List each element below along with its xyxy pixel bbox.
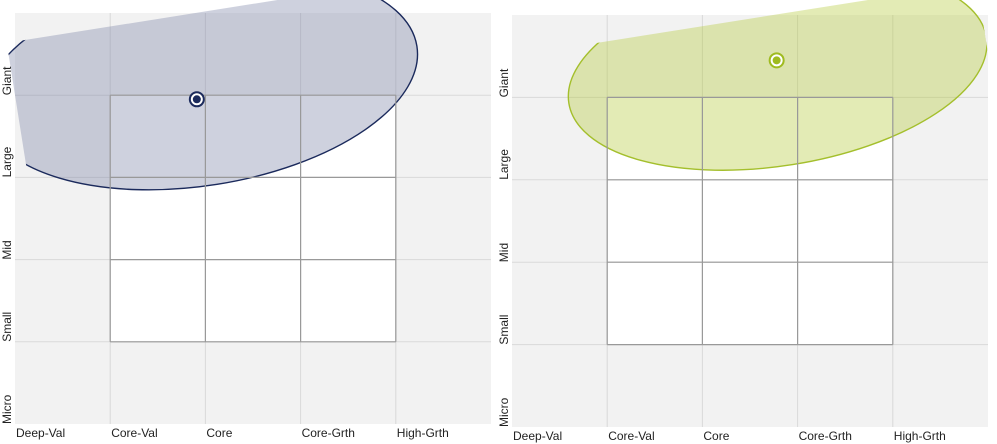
x-tick-label: Core (703, 429, 729, 443)
y-tick-label: Mid (0, 240, 14, 259)
y-tick-label: Giant (497, 68, 511, 97)
x-tick-label: Core-Grth (799, 429, 852, 443)
y-tick-label: Small (0, 312, 14, 342)
style-box-background (110, 95, 396, 342)
x-tick-label: Deep-Val (513, 429, 562, 443)
x-tick-label: Core-Grth (302, 426, 355, 440)
x-tick-label: High-Grth (397, 426, 449, 440)
x-tick-label: Deep-Val (16, 426, 65, 440)
y-tick-label: Micro (0, 394, 14, 424)
x-tick-label: Core-Val (111, 426, 157, 440)
chart-panel-2: Deep-Val Core-Val Core Core-Grth High-Grth Mi… (497, 0, 988, 443)
x-tick-label: High-Grth (894, 429, 946, 443)
y-tick-label: Micro (497, 397, 511, 427)
centroid-marker-dot (192, 95, 201, 104)
y-tick-label: Large (0, 146, 14, 177)
style-box-background (607, 97, 893, 345)
x-tick-label: Core-Val (608, 429, 654, 443)
x-tick-label: Core (206, 426, 232, 440)
centroid-marker-dot (772, 56, 781, 65)
y-tick-label: Small (497, 315, 511, 345)
y-tick-label: Giant (0, 66, 14, 95)
y-tick-label: Mid (497, 243, 511, 262)
chart-panel-1: Deep-Val Core-Val Core Core-Grth High-Grth Mi… (0, 0, 491, 440)
y-tick-label: Large (497, 149, 511, 180)
